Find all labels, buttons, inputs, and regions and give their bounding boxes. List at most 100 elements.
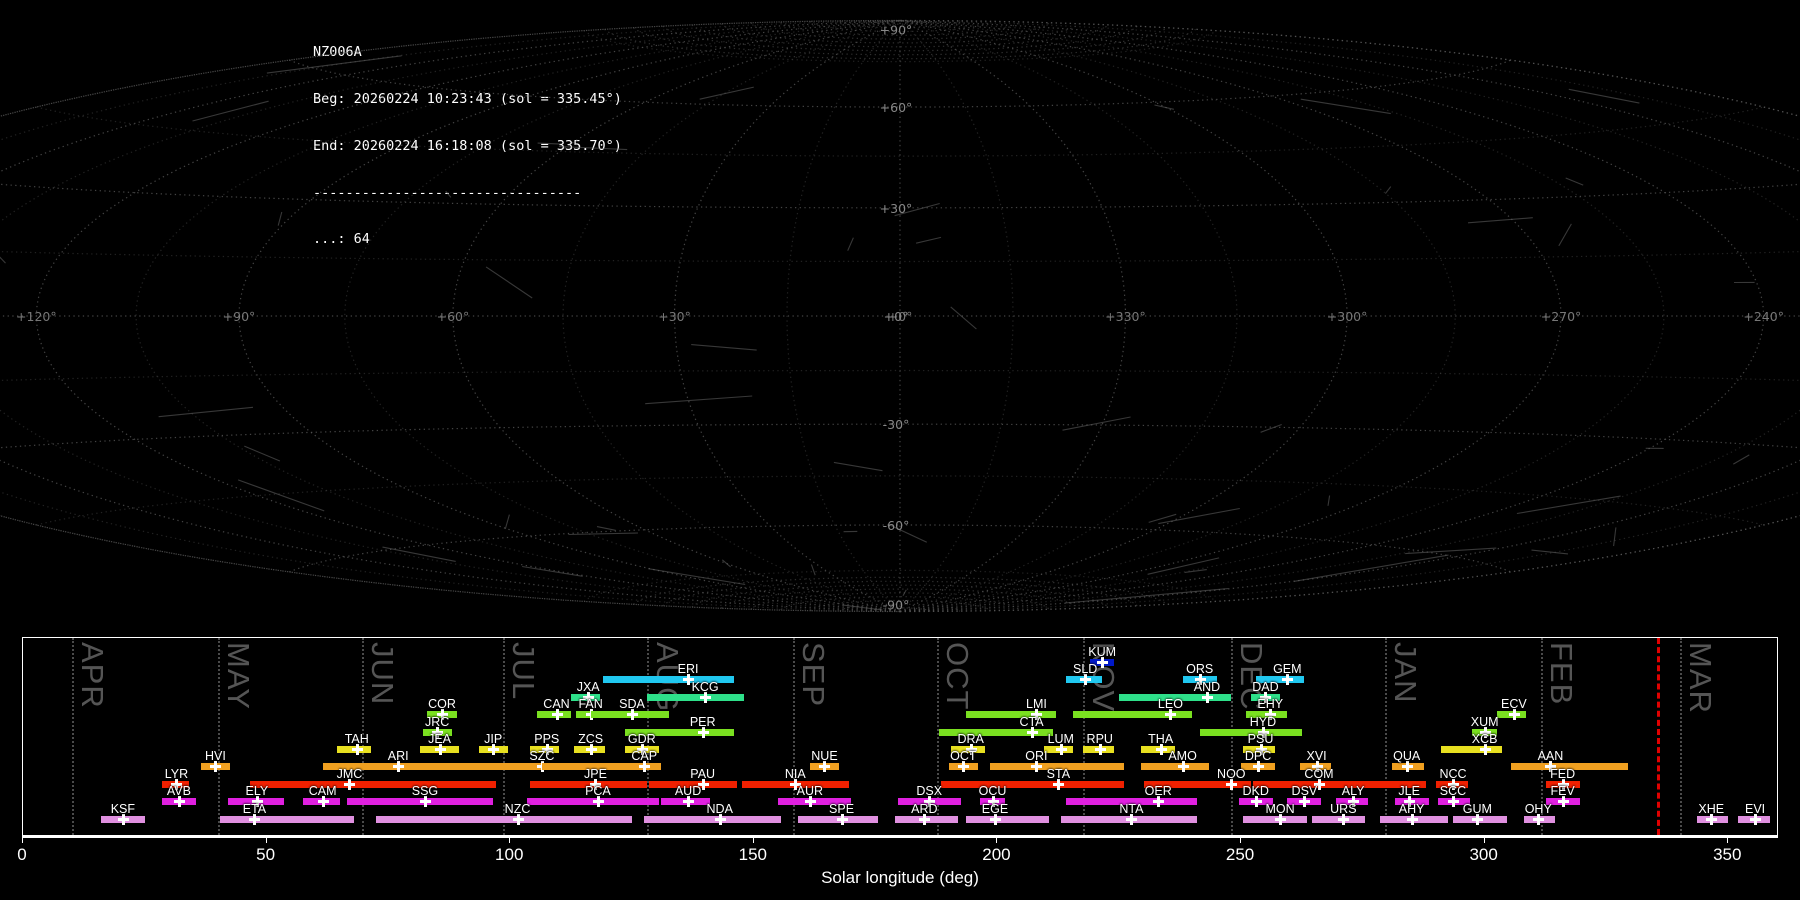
shower-code-label: AAN xyxy=(1537,749,1564,764)
shower-peak-marker xyxy=(1153,796,1165,808)
shower-peak-marker xyxy=(585,744,597,755)
shower-activity-bar[interactable] xyxy=(1141,763,1210,771)
shower-activity-bar[interactable] xyxy=(322,763,542,771)
shower-activity-bar[interactable] xyxy=(1511,763,1629,771)
month-label: MAR xyxy=(1682,642,1718,714)
month-gridline xyxy=(1540,638,1543,835)
shower-peak-marker xyxy=(1255,744,1267,755)
shower-code-label: NOO xyxy=(1217,766,1246,781)
shower-peak-marker xyxy=(1447,796,1459,808)
shower-peak-marker xyxy=(627,709,639,721)
shower-activity-bar[interactable] xyxy=(529,780,647,788)
shower-peak-marker xyxy=(434,744,446,755)
shower-activity-bar[interactable] xyxy=(1440,746,1502,753)
shower-peak-marker xyxy=(590,778,602,790)
shower-peak-marker xyxy=(210,761,222,773)
shower-activity-bar[interactable] xyxy=(1119,693,1232,701)
shower-code-label: GEM xyxy=(1273,662,1302,677)
svg-text:+30°: +30° xyxy=(658,309,691,324)
shower-peak-marker xyxy=(697,726,709,738)
shower-code-label: PSU xyxy=(1247,732,1274,746)
x-axis-title: Solar longitude (deg) xyxy=(821,868,979,887)
month-gridline xyxy=(217,638,220,835)
shower-activity-bar[interactable] xyxy=(541,763,662,771)
shower-activity-bar[interactable] xyxy=(1143,780,1251,788)
shower-peak-marker xyxy=(1406,813,1418,825)
shower-activity-bar[interactable] xyxy=(990,763,1125,771)
shower-peak-marker xyxy=(697,778,709,790)
shower-activity-bar[interactable] xyxy=(220,815,355,823)
shower-peak-marker xyxy=(1282,674,1294,686)
x-axis-tick xyxy=(1727,836,1729,843)
shower-peak-marker xyxy=(1472,813,1484,825)
shower-peak-marker xyxy=(583,691,595,703)
shower-activity-bar[interactable] xyxy=(249,780,496,788)
shower-activity-bar[interactable] xyxy=(1255,676,1305,684)
shower-activity-bar[interactable] xyxy=(965,711,1056,719)
end-time: End: 20260224 16:18:08 (sol = 335.70°) xyxy=(313,137,622,154)
shower-activity-bar[interactable] xyxy=(624,728,735,736)
shower-activity-bar[interactable] xyxy=(644,815,781,823)
shower-code-label: SZC xyxy=(529,749,555,764)
shower-code-label: SCC xyxy=(1439,784,1467,799)
svg-text:+270°: +270° xyxy=(1541,309,1582,324)
shower-activity-bar[interactable] xyxy=(941,780,1125,788)
svg-text:+90°: +90° xyxy=(223,309,256,324)
shower-code-label: LMI xyxy=(1026,697,1047,712)
shower-peak-marker xyxy=(1557,778,1569,790)
shower-code-label: ORI xyxy=(1025,749,1048,764)
begin-time: Beg: 20260224 10:23:43 (sol = 335.45°) xyxy=(313,90,622,107)
x-axis-tick xyxy=(752,836,754,843)
shower-code-label: HVI xyxy=(205,749,226,764)
svg-text:+330°: +330° xyxy=(1105,309,1146,324)
shower-code-label: EGE xyxy=(981,801,1009,816)
shower-activity-bar[interactable] xyxy=(965,815,1049,823)
shower-activity-bar[interactable] xyxy=(938,728,1054,736)
shower-peak-marker xyxy=(819,761,831,773)
x-axis-tick-label: 100 xyxy=(495,845,524,864)
sky-map: +180°+150°+120°+90°+60°+30°+0°+330°+300°… xyxy=(0,19,1800,613)
shower-activity-bar[interactable] xyxy=(1199,728,1302,736)
shower-activity-bar[interactable] xyxy=(649,780,737,788)
shower-code-label: OER xyxy=(1144,784,1172,799)
shower-code-label: SLD xyxy=(1072,662,1098,677)
shower-activity-bar[interactable] xyxy=(376,815,633,823)
svg-text:+60°: +60° xyxy=(880,100,913,115)
shower-code-label: ARI xyxy=(387,749,409,764)
shower-code-label: AUR xyxy=(796,784,824,799)
x-axis-tick-label: 250 xyxy=(1225,845,1255,864)
shower-peak-marker xyxy=(541,744,553,755)
shower-code-label: XUM xyxy=(1470,714,1499,729)
shower-peak-marker xyxy=(171,778,183,790)
shower-peak-marker xyxy=(1097,657,1109,668)
shower-code-label: DPC xyxy=(1244,749,1272,764)
sky-map-svg: +180°+150°+120°+90°+60°+30°+0°+330°+300°… xyxy=(0,19,1800,613)
month-gridline xyxy=(792,638,795,835)
shower-code-label: KUM xyxy=(1088,645,1117,659)
x-axis-tick xyxy=(1483,836,1485,843)
shower-code-label: JXA xyxy=(576,679,600,694)
shower-code-label: EVI xyxy=(1744,801,1766,816)
current-solar-longitude-marker xyxy=(1657,638,1661,835)
shower-activity-bar[interactable] xyxy=(1065,798,1198,806)
x-axis-tick xyxy=(265,836,267,843)
shower-peak-marker xyxy=(1155,744,1167,755)
shower-activity-bar[interactable] xyxy=(1072,711,1193,719)
shower-code-label: JRC xyxy=(424,714,450,729)
shower-code-label: COM xyxy=(1304,766,1334,781)
shower-code-label: LUM xyxy=(1047,732,1074,746)
x-axis-tick xyxy=(1240,836,1242,843)
shower-activity-bar[interactable] xyxy=(602,676,735,684)
shower-peak-marker xyxy=(919,813,931,825)
shower-activity-bar[interactable] xyxy=(646,693,745,701)
shower-activity-bar[interactable] xyxy=(1253,780,1427,788)
shower-peak-marker xyxy=(251,796,263,808)
shower-peak-marker xyxy=(1194,674,1206,686)
shower-peak-marker xyxy=(1314,778,1325,790)
shower-peak-marker xyxy=(1031,761,1043,773)
shower-code-label: OCT xyxy=(950,749,977,764)
svg-text:+240°: +240° xyxy=(1743,309,1784,324)
shower-code-label: MON xyxy=(1265,801,1295,816)
shower-peak-marker xyxy=(173,796,185,808)
